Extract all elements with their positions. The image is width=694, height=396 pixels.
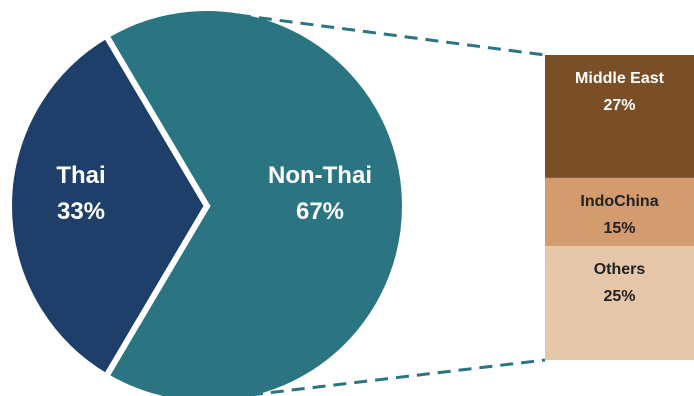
connector-line-top xyxy=(237,13,546,57)
bar-label-others: Others xyxy=(594,261,646,278)
bar-value-middle-east: 27% xyxy=(603,97,635,114)
bar-label-middle-east: Middle East xyxy=(575,70,665,87)
slice-value-non-thai: 67% xyxy=(296,198,344,225)
bar-segment-middle-east xyxy=(545,55,694,178)
bar-value-indochina: 15% xyxy=(603,220,635,237)
bar-label-indochina: IndoChina xyxy=(580,193,658,210)
pie-slice-thai xyxy=(5,31,211,381)
labels: Thai 33% Non-Thai 67% Middle East 27% IndoChin… xyxy=(56,70,664,305)
breakdown-bar xyxy=(545,55,694,360)
bar-segment-indochina xyxy=(545,177,694,247)
bar-value-others: 25% xyxy=(603,288,635,305)
connector-lines xyxy=(237,13,546,396)
pie xyxy=(5,5,408,396)
slice-label-thai: Thai xyxy=(56,162,105,189)
pie-slice-non-thai xyxy=(102,5,408,396)
slice-label-non-thai: Non-Thai xyxy=(268,162,372,189)
connector-line-bottom xyxy=(249,358,546,396)
bar-segment-others xyxy=(545,246,694,360)
slice-value-thai: 33% xyxy=(57,198,105,225)
